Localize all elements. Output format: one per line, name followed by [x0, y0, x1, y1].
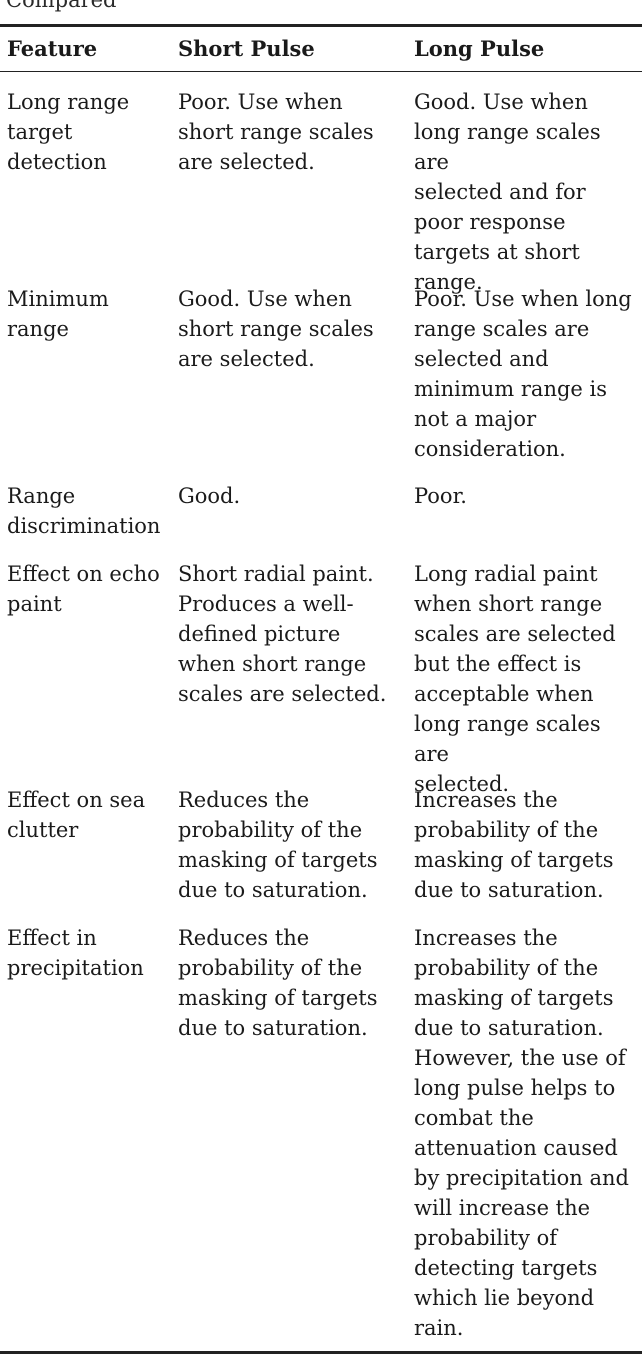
short-pulse-cell: Good. Use when short range scales are se…: [178, 287, 374, 371]
feature-cell: Minimum range: [7, 287, 109, 341]
long-pulse-cell: Increases the probability of the masking…: [414, 788, 614, 902]
header-short-pulse: Short Pulse: [178, 36, 315, 61]
short-pulse-cell: Short radial paint. Produces a well- def…: [178, 562, 387, 706]
feature-cell: Range discrimination: [7, 484, 161, 538]
short-pulse-cell: Reduces the probability of the masking o…: [178, 926, 378, 1040]
long-pulse-cell: Long radial paint when short range scale…: [414, 562, 616, 796]
long-pulse-cell: Poor.: [414, 484, 467, 508]
short-pulse-cell: Reduces the probability of the masking o…: [178, 788, 378, 902]
feature-cell: Long range target detection: [7, 90, 130, 174]
short-pulse-cell: Poor. Use when short range scales are se…: [178, 90, 374, 174]
long-pulse-cell: Poor. Use when long range scales are sel…: [414, 287, 632, 461]
long-pulse-cell: Good. Use when long range scales are sel…: [414, 90, 601, 294]
feature-cell: Effect on echo paint: [7, 562, 160, 616]
table-caption-fragment: Compared: [6, 0, 117, 12]
table-top-rule: [0, 24, 642, 27]
header-feature: Feature: [7, 36, 98, 61]
table-bottom-rule: [0, 1351, 642, 1354]
feature-cell: Effect on sea clutter: [7, 788, 146, 842]
table-header-rule: [0, 71, 642, 72]
long-pulse-cell: Increases the probability of the masking…: [414, 926, 629, 1340]
feature-cell: Effect in precipitation: [7, 926, 144, 980]
header-long-pulse: Long Pulse: [414, 36, 545, 61]
short-pulse-cell: Good.: [178, 484, 241, 508]
